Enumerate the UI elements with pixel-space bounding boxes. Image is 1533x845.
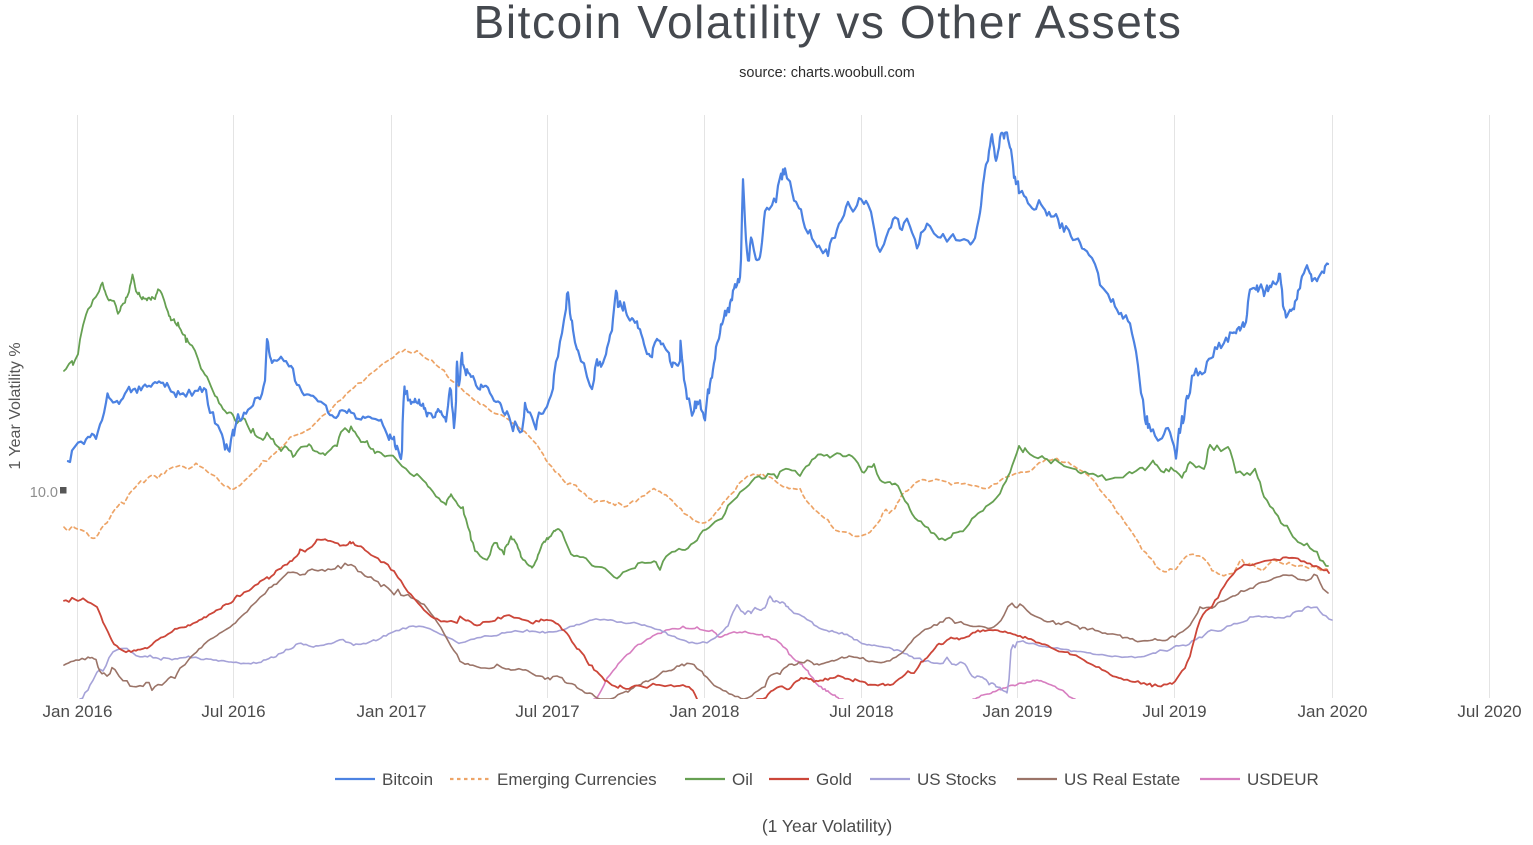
svg-text:source: charts.woobull.com: source: charts.woobull.com (739, 65, 915, 81)
svg-text:1 Year Volatility %: 1 Year Volatility % (7, 342, 24, 469)
svg-text:Jan 2018: Jan 2018 (670, 702, 740, 721)
svg-text:Jul 2019: Jul 2019 (1142, 702, 1206, 721)
svg-text:Emerging Currencies: Emerging Currencies (497, 770, 657, 789)
svg-text:(1 Year Volatility): (1 Year Volatility) (762, 816, 892, 836)
svg-text:Jul 2020: Jul 2020 (1457, 702, 1521, 721)
svg-text:Jul 2016: Jul 2016 (201, 702, 265, 721)
svg-text:Jul 2017: Jul 2017 (515, 702, 579, 721)
svg-text:Jan 2016: Jan 2016 (43, 702, 113, 721)
svg-text:Gold: Gold (816, 770, 852, 789)
svg-text:10.0: 10.0 (30, 485, 58, 501)
svg-text:Jan 2020: Jan 2020 (1298, 702, 1368, 721)
svg-text:US Stocks: US Stocks (917, 770, 996, 789)
svg-text:Bitcoin Volatility vs Other As: Bitcoin Volatility vs Other Assets (474, 0, 1183, 48)
svg-text:US Real Estate: US Real Estate (1064, 770, 1180, 789)
svg-text:Jan 2019: Jan 2019 (983, 702, 1053, 721)
svg-text:USDEUR: USDEUR (1247, 770, 1319, 789)
svg-text:Oil: Oil (732, 770, 753, 789)
svg-text:Jul 2018: Jul 2018 (829, 702, 893, 721)
svg-text:Bitcoin: Bitcoin (382, 770, 433, 789)
svg-text:Jan 2017: Jan 2017 (357, 702, 427, 721)
